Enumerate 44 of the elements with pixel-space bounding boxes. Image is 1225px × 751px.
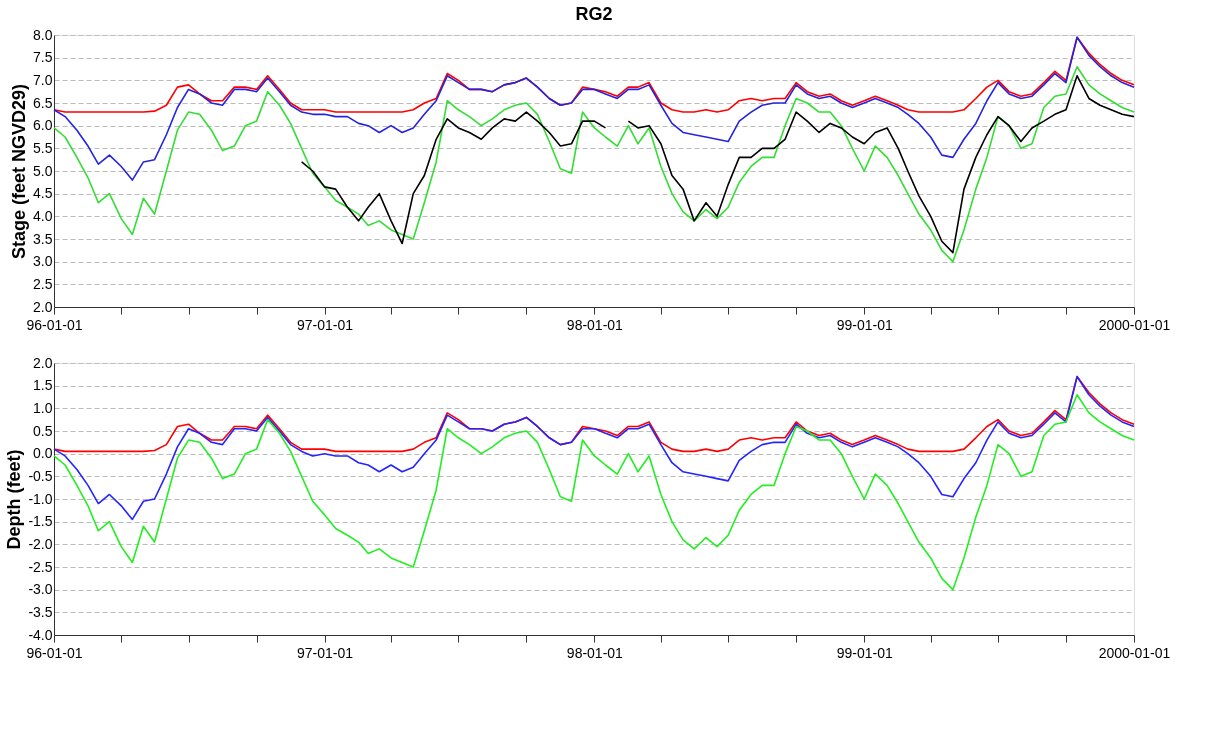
line-series bbox=[53, 393, 1135, 591]
y-tick-label: -2.5 bbox=[28, 558, 53, 575]
y-tick-label: -3.5 bbox=[28, 603, 53, 620]
y-tick-label: 2.5 bbox=[33, 275, 53, 292]
x-tick-label: 96-01-01 bbox=[26, 644, 83, 661]
y-tick-label: 4.0 bbox=[33, 207, 53, 224]
line-series bbox=[53, 375, 1135, 521]
y-tick-label: 3.0 bbox=[33, 253, 53, 270]
x-tick-label: 97-01-01 bbox=[297, 644, 354, 661]
x-tick-label: 96-01-01 bbox=[26, 316, 83, 333]
x-tick-label: 2000-01-01 bbox=[1098, 644, 1171, 661]
y-tick-label: 4.5 bbox=[33, 185, 53, 202]
y-tick-label: -1.5 bbox=[28, 513, 53, 530]
y-tick-label: -2.0 bbox=[28, 535, 53, 552]
chart-title: RG2 bbox=[575, 4, 613, 24]
line-series bbox=[53, 36, 1135, 113]
y-tick-label: 7.5 bbox=[33, 49, 53, 66]
y-tick-label: 0.0 bbox=[33, 445, 53, 462]
x-tick-label: 2000-01-01 bbox=[1098, 316, 1171, 333]
x-tick-label: 99-01-01 bbox=[836, 644, 893, 661]
x-tick-label: 98-01-01 bbox=[566, 644, 624, 661]
y-tick-label: 3.5 bbox=[33, 230, 53, 247]
y-tick-label: 8.0 bbox=[33, 26, 53, 43]
y-tick-label: 6.5 bbox=[33, 94, 53, 111]
x-tick-label: 97-01-01 bbox=[297, 316, 354, 333]
line-series bbox=[53, 65, 1135, 263]
y-tick-label: 5.5 bbox=[33, 139, 53, 156]
y-tick-label: 2.0 bbox=[33, 298, 53, 315]
y-tick-label: 0.5 bbox=[33, 422, 53, 439]
y-tick-label: -3.0 bbox=[28, 581, 53, 598]
y-axis-title: Stage (feet NGVD29) bbox=[9, 83, 30, 260]
x-tick-label: 99-01-01 bbox=[836, 316, 893, 333]
y-axis-title: Depth (feet) bbox=[4, 449, 25, 550]
y-tick-label: 5.0 bbox=[33, 162, 53, 179]
y-tick-label: 1.5 bbox=[33, 377, 53, 394]
y-tick-label: -1.0 bbox=[28, 490, 53, 507]
y-tick-label: 1.0 bbox=[33, 399, 53, 416]
x-tick-label: 98-01-01 bbox=[566, 316, 624, 333]
y-tick-label: -0.5 bbox=[28, 467, 53, 484]
y-tick-label: 6.0 bbox=[33, 117, 53, 134]
y-tick-label: -4.0 bbox=[28, 626, 53, 643]
y-tick-label: 7.0 bbox=[33, 71, 53, 88]
line-series bbox=[53, 36, 1135, 181]
y-tick-label: 2.0 bbox=[33, 354, 53, 371]
